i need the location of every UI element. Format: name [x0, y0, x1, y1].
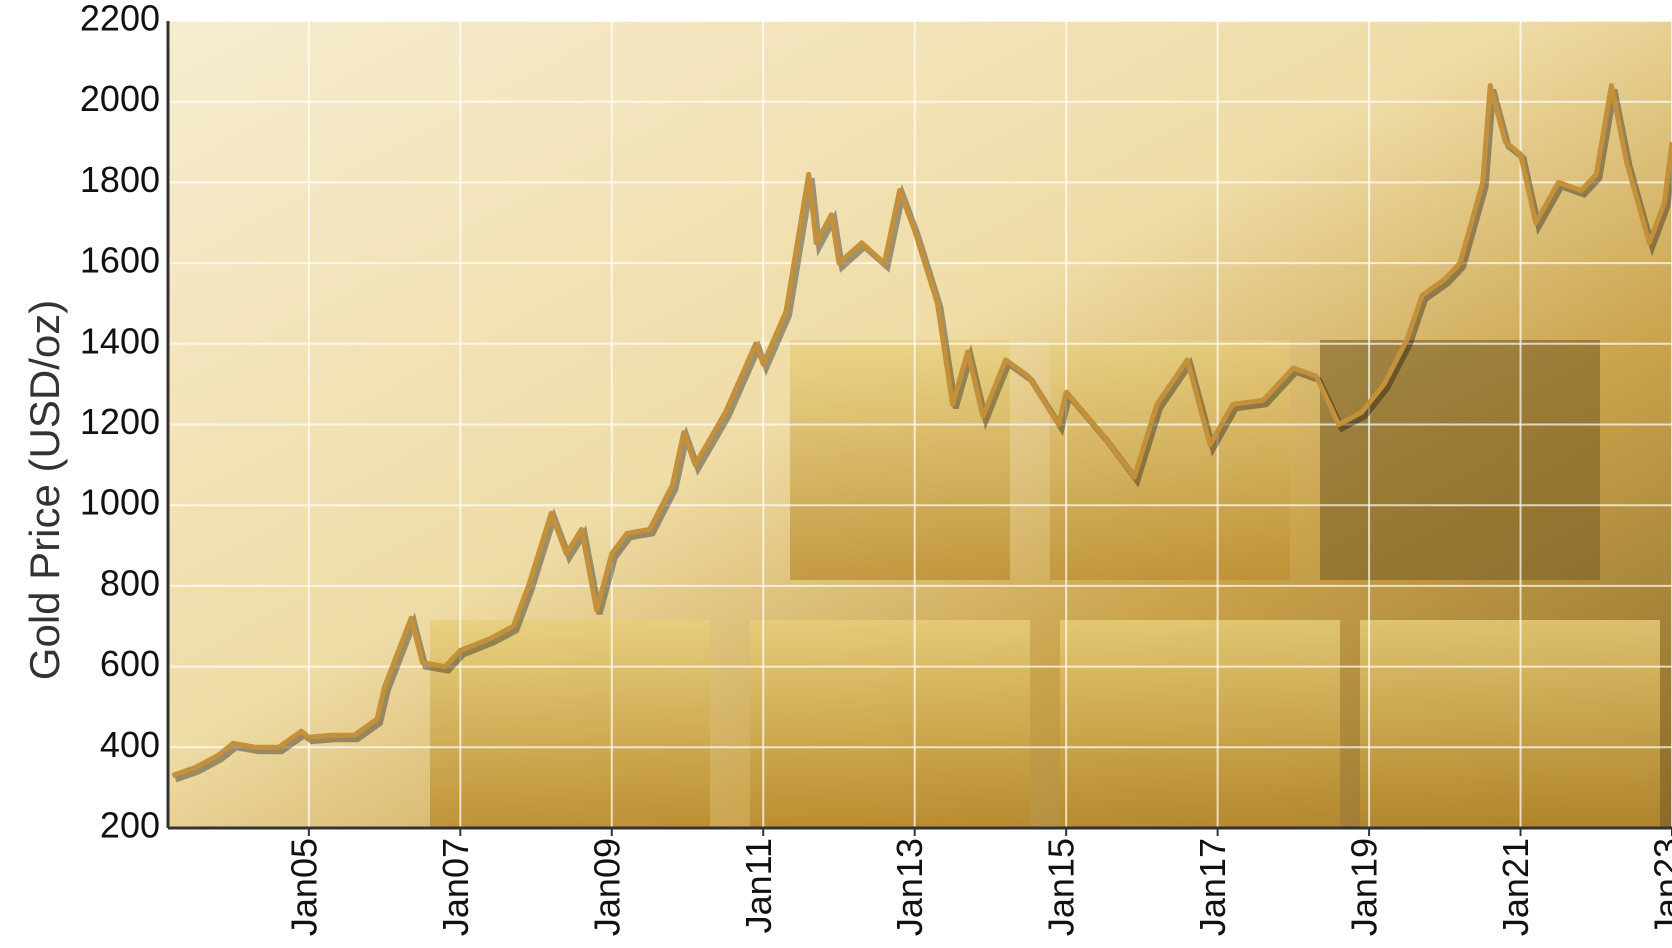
x-tick-label: Jan13 [889, 838, 930, 936]
x-tick-label: Jan21 [1495, 838, 1536, 936]
x-tick-label: Jan17 [1192, 838, 1233, 936]
x-tick-label: Jan15 [1041, 838, 1082, 936]
x-tick-label: Jan05 [283, 838, 324, 936]
x-tick-label: Jan07 [435, 838, 476, 936]
x-tick-label: Jan19 [1344, 838, 1385, 936]
y-tick-label: 400 [100, 724, 160, 765]
y-tick-label: 200 [100, 805, 160, 846]
x-tick-label: Jan09 [586, 838, 627, 936]
x-tick-label: Jan23 [1647, 838, 1672, 936]
x-tick-label: Jan11 [738, 838, 779, 933]
y-tick-label: 1600 [80, 240, 160, 281]
y-tick-label: 600 [100, 643, 160, 684]
y-tick-label: 1000 [80, 482, 160, 523]
y-tick-label: 1200 [80, 401, 160, 442]
y-tick-label: 2000 [80, 78, 160, 119]
y-tick-label: 1800 [80, 159, 160, 200]
y-tick-label: 2200 [80, 0, 160, 39]
y-tick-label: 1400 [80, 320, 160, 361]
y-axis-label: Gold Price (USD/oz) [21, 300, 68, 680]
y-tick-label: 800 [100, 562, 160, 603]
